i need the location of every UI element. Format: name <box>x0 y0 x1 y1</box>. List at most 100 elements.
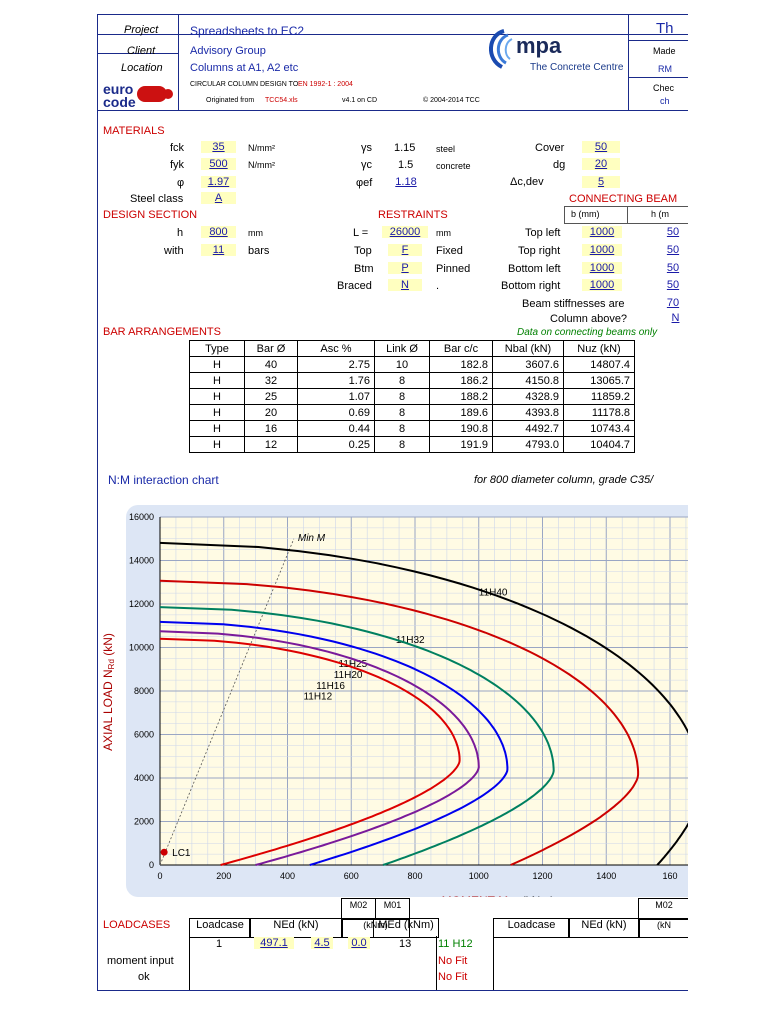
btm-input[interactable]: P <box>388 262 422 274</box>
beam-bottom-left-label: Bottom left <box>508 263 561 275</box>
bar-table-cell: 0.69 <box>297 404 375 421</box>
steel-class-input[interactable]: A <box>201 192 236 204</box>
y-tick-label: 2000 <box>134 817 154 827</box>
beam-stiffness-value[interactable]: 70 <box>658 297 688 309</box>
bar-table-cell: 4328.9 <box>492 388 564 405</box>
design-to-prefix: CIRCULAR COLUMN DESIGN TO <box>190 81 299 88</box>
length-unit: mm <box>436 228 451 238</box>
dcdev-input[interactable]: 5 <box>582 176 620 188</box>
beam-b-header: b (mm) <box>571 209 600 219</box>
bar-table-cell: 16 <box>244 420 298 437</box>
bar-table-row: H 20 0.69 8 189.6 4393.8 11178.8 <box>189 404 635 421</box>
h-input[interactable]: 800 <box>201 226 236 238</box>
beam-top-left-label: Top left <box>525 227 561 239</box>
bar-table-cell: 190.8 <box>429 420 493 437</box>
bars-input[interactable]: 11 <box>201 244 236 256</box>
beam-table-header: b (mm) h (m <box>564 206 688 224</box>
gamma-s-value: 1.15 <box>394 142 416 154</box>
btm-desc: Pinned <box>436 263 471 275</box>
right-ned-header: NEd (kN) <box>568 918 640 938</box>
right-m02-header: M02 <box>638 898 688 920</box>
beam-stiffness-label: Beam stiffnesses are <box>522 298 625 310</box>
loadcase-point-label: LC1 <box>172 848 191 859</box>
loadcase-1-m02-input[interactable]: 4.5 <box>311 937 333 949</box>
bar-table-cell: 0.25 <box>297 436 375 453</box>
materials-title: MATERIALS <box>103 125 165 137</box>
top-input[interactable]: F <box>388 244 422 256</box>
moment-input-note: moment input <box>107 955 174 967</box>
chart-title: N:M interaction chart <box>108 473 219 487</box>
beam-top-left-h[interactable]: 50 <box>658 226 688 238</box>
phief-label: φef <box>356 177 373 189</box>
beam-top-right-h[interactable]: 50 <box>658 244 688 256</box>
beam-bottom-left-b[interactable]: 1000 <box>582 262 622 274</box>
bar-table-cell: 186.2 <box>429 372 493 389</box>
bar-table-cell: 14807.4 <box>563 356 635 373</box>
m01-header: M01 <box>375 898 410 920</box>
length-label: L = <box>353 227 369 239</box>
phi-input[interactable]: 1.97 <box>201 176 236 188</box>
beam-bottom-right-h[interactable]: 50 <box>658 279 688 291</box>
col-bar-dia: Bar Ø <box>244 340 298 357</box>
fyk-unit: N/mm² <box>248 160 275 170</box>
bar-arrangements-title: BAR ARRANGEMENTS <box>103 326 221 338</box>
project-value[interactable]: Spreadsheets to EC2 <box>190 24 305 38</box>
beam-bottom-left-h[interactable]: 50 <box>658 262 688 274</box>
loadcase-header: Loadcase <box>189 918 251 938</box>
design-section-title: DESIGN SECTION <box>103 209 198 221</box>
loadcase-1-m01-input[interactable]: 0.0 <box>348 937 370 949</box>
bar-table-cell: H <box>189 388 245 405</box>
braced-input[interactable]: N <box>388 279 422 291</box>
client-label: Client <box>127 45 156 57</box>
dcdev-label: Δc,dev <box>510 176 544 188</box>
loadcase-1-ned-input[interactable]: 497.1 <box>254 937 294 949</box>
column-above-value[interactable]: N <box>663 312 688 324</box>
gamma-s-label: γs <box>361 142 372 154</box>
fck-input[interactable]: 35 <box>201 141 236 153</box>
bar-table-cell: 8 <box>374 372 430 389</box>
m02-header: M02 <box>341 898 376 920</box>
bar-table-cell: 3607.6 <box>492 356 564 373</box>
bar-table-cell: 20 <box>244 404 298 421</box>
series-line-11h20 <box>159 620 509 866</box>
bar-table-cell: 4393.8 <box>492 404 564 421</box>
checked-value[interactable]: ch <box>660 96 670 106</box>
bar-table-cell: 8 <box>374 404 430 421</box>
bars-unit: bars <box>248 245 270 257</box>
gamma-c-note: concrete <box>436 161 471 171</box>
bar-table-cell: 4793.0 <box>492 436 564 453</box>
steel-class-label: Steel class <box>130 193 184 205</box>
min-m-label: Min M <box>298 533 326 544</box>
right-loadcases-body <box>493 936 688 990</box>
x-axis-label: MOMENT MRd (kNm) <box>442 894 555 897</box>
bar-table-cell: 1.07 <box>297 388 375 405</box>
series-line-11h16 <box>159 630 480 866</box>
bar-table-cell: 10743.4 <box>563 420 635 437</box>
made-value[interactable]: RM <box>658 64 672 74</box>
beam-top-right-b[interactable]: 1000 <box>582 244 622 256</box>
x-tick-label: 800 <box>407 871 422 881</box>
bar-table-cell: H <box>189 356 245 373</box>
loadcase-point <box>160 848 168 856</box>
y-tick-label: 14000 <box>129 556 154 566</box>
connecting-beams-title: CONNECTING BEAM <box>569 193 678 205</box>
made-label: Made <box>653 46 676 56</box>
mpa-logo-subtitle: The Concrete Centre <box>530 62 624 73</box>
dg-input[interactable]: 20 <box>582 158 620 170</box>
length-input[interactable]: 26000 <box>382 226 428 238</box>
fyk-input[interactable]: 500 <box>201 158 236 170</box>
series-label-11h32: 11H32 <box>396 635 425 646</box>
bar-table-cell: 4150.8 <box>492 372 564 389</box>
column-above-label: Column above? <box>550 313 628 325</box>
beam-top-left-b[interactable]: 1000 <box>582 226 622 238</box>
col-asc: Asc % <box>297 340 375 357</box>
series-label-11h12: 11H12 <box>303 692 332 703</box>
bar-arrangement-table: Type Bar Ø Asc % Link Ø Bar c/c Nbal (kN… <box>189 340 635 453</box>
location-value[interactable]: Columns at A1, A2 etc <box>190 62 299 74</box>
client-value[interactable]: Advisory Group <box>190 45 266 57</box>
beam-bottom-right-b[interactable]: 1000 <box>582 279 622 291</box>
col-type: Type <box>189 340 245 357</box>
bar-table-cell: H <box>189 436 245 453</box>
bar-table-cell: 8 <box>374 420 430 437</box>
cover-input[interactable]: 50 <box>582 141 620 153</box>
